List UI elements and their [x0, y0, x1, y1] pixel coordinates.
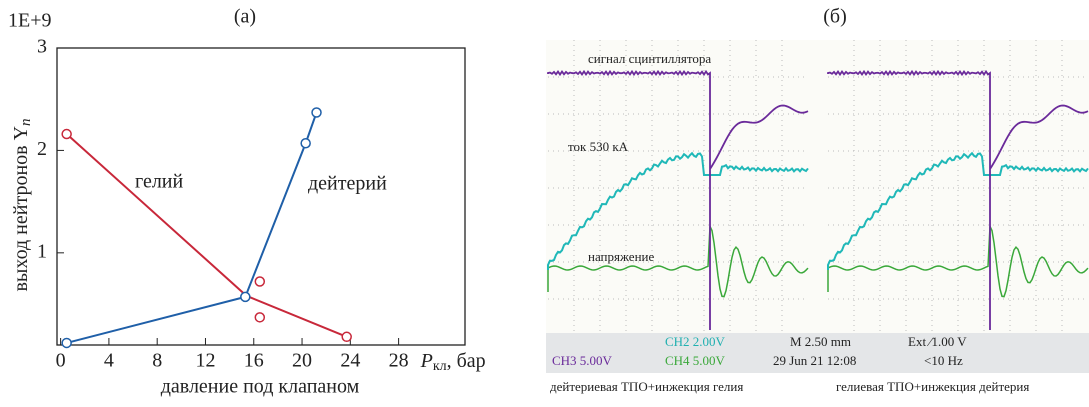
oscilloscope-screen	[546, 40, 1089, 373]
trace-label: ток 530 кА	[568, 139, 629, 154]
data-point	[62, 130, 71, 139]
y-label-text: выход нейтронов Y	[10, 126, 32, 292]
y-tick-label: 1	[37, 240, 47, 262]
x-unit-var: P	[420, 350, 433, 372]
x-unit-sub: кл	[433, 359, 447, 374]
screen-background	[546, 40, 1089, 333]
y-tick-label: 3	[37, 36, 47, 58]
x-unit: Pкл, бар	[420, 350, 486, 375]
x-tick-label: 4	[104, 350, 114, 372]
data-point	[241, 292, 250, 301]
status-text: CH4 5.00V	[665, 353, 726, 368]
multiplier: 1E+9	[8, 10, 52, 32]
trace-label: сигнал сцинтиллятора	[588, 51, 711, 66]
x-unit-suffix: , бар	[447, 350, 486, 372]
y-axis-label: выход нейтронов Yn	[10, 118, 35, 291]
x-axis-label: давление под клапаном	[161, 376, 360, 398]
status-text: CH3 5.00V	[552, 353, 613, 368]
panel-b-title: (б)	[823, 6, 847, 28]
plot-frame	[57, 48, 465, 345]
status-text: Ext ∕1.00 V	[908, 334, 967, 349]
data-point	[255, 277, 264, 286]
x-tick-label: 28	[389, 350, 409, 372]
panel-a-title: (a)	[234, 6, 256, 28]
status-text: M 2.50 mm	[790, 334, 851, 349]
caption: гелиевая ТПО+инжекция дейтерия	[836, 379, 1029, 394]
data-point	[62, 338, 71, 347]
y-label-sub: n	[18, 118, 34, 126]
data-point	[301, 139, 310, 148]
status-text: <10 Hz	[924, 353, 963, 368]
x-tick-label: 24	[340, 350, 360, 372]
y-tick-label: 2	[37, 138, 47, 160]
data-point	[312, 108, 321, 117]
data-point	[342, 332, 351, 341]
x-tick-label: 20	[292, 350, 312, 372]
trace-label: напряжение	[588, 249, 654, 264]
x-tick-label: 8	[152, 350, 162, 372]
x-tick-label: 16	[244, 350, 264, 372]
series-label: гелий	[135, 171, 184, 193]
caption: дейтериевая ТПО+инжекция гелия	[550, 379, 743, 394]
x-tick-label: 12	[195, 350, 215, 372]
figure: (a) 1E+9 давление под клапаном выход ней…	[0, 0, 1089, 402]
series-label: дейтерий	[308, 173, 387, 195]
status-text: 29 Jun 21 12:08	[773, 353, 856, 368]
data-point	[255, 313, 264, 322]
x-tick-label: 0	[56, 350, 66, 372]
status-text: CH2 2.00V	[665, 334, 726, 349]
